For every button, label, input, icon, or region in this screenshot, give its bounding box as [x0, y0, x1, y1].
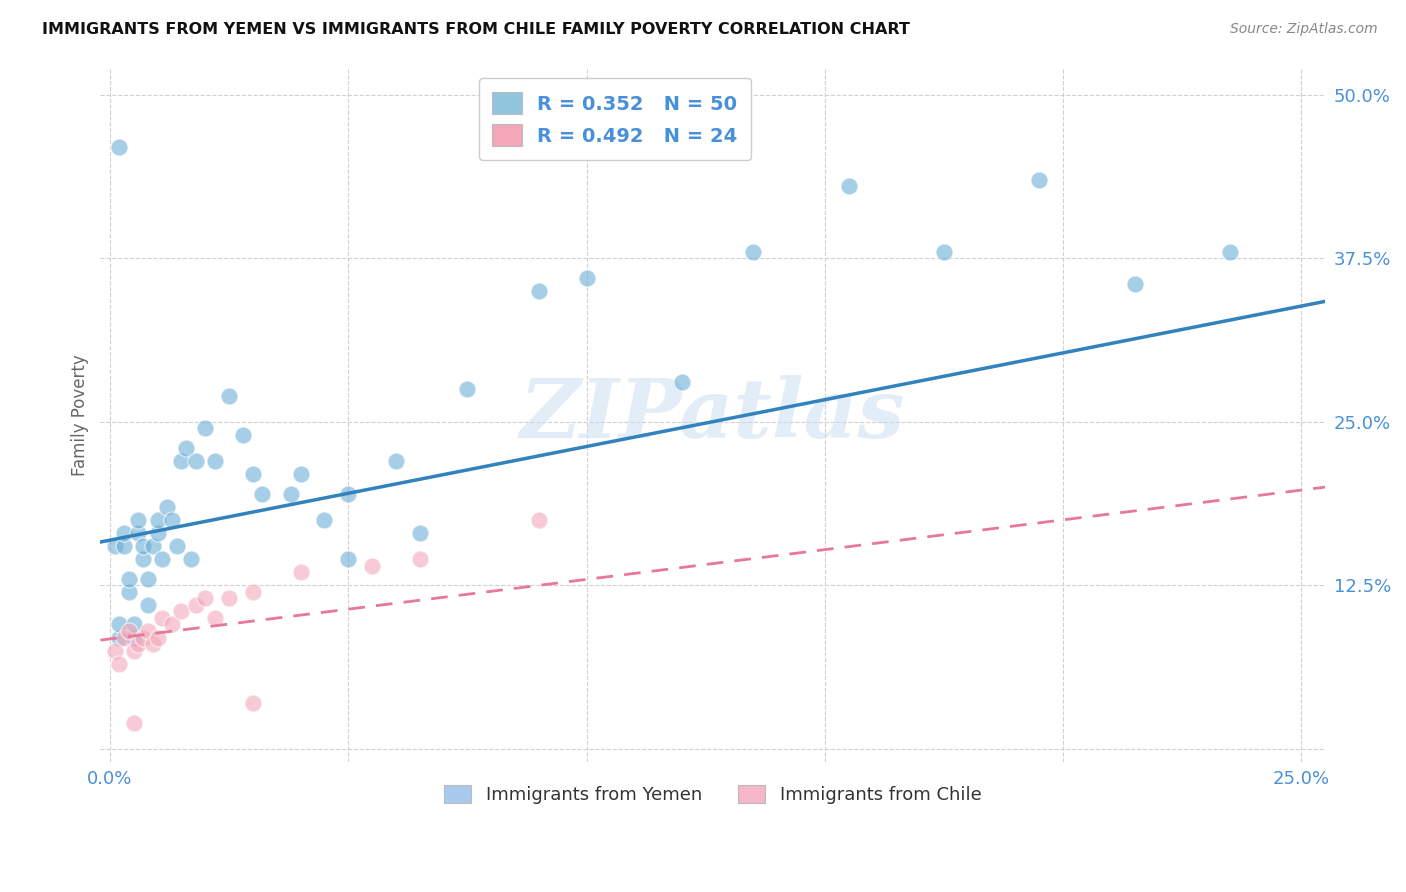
Point: [218, 591, 240, 606]
Point: [150, 611, 173, 625]
Point: [409, 525, 432, 540]
Point: [204, 611, 226, 625]
Point: [204, 454, 226, 468]
Point: [156, 500, 179, 514]
Point: [108, 617, 131, 632]
Point: [108, 140, 131, 154]
Point: [122, 643, 145, 657]
Point: [118, 572, 141, 586]
Point: [232, 427, 254, 442]
Point: [108, 657, 131, 671]
Point: [527, 513, 550, 527]
Point: [160, 513, 183, 527]
Point: [361, 558, 384, 573]
Point: [1219, 244, 1241, 259]
Point: [166, 539, 188, 553]
Point: [132, 552, 155, 566]
Point: [742, 244, 765, 259]
Point: [242, 584, 264, 599]
Legend: Immigrants from Yemen, Immigrants from Chile: Immigrants from Yemen, Immigrants from C…: [433, 774, 993, 815]
Point: [290, 565, 312, 579]
Point: [314, 513, 336, 527]
Point: [290, 467, 312, 481]
Point: [575, 270, 598, 285]
Point: [127, 513, 149, 527]
Point: [127, 637, 149, 651]
Point: [242, 467, 264, 481]
Point: [132, 631, 155, 645]
Point: [671, 376, 693, 390]
Point: [456, 382, 478, 396]
Point: [838, 179, 860, 194]
Point: [112, 525, 135, 540]
Point: [136, 572, 159, 586]
Point: [150, 552, 173, 566]
Point: [122, 715, 145, 730]
Point: [127, 525, 149, 540]
Point: [146, 631, 169, 645]
Y-axis label: Family Poverty: Family Poverty: [72, 354, 89, 476]
Point: [170, 454, 193, 468]
Point: [218, 388, 240, 402]
Point: [160, 617, 183, 632]
Point: [337, 552, 360, 566]
Point: [280, 486, 302, 500]
Point: [142, 539, 165, 553]
Point: [409, 552, 432, 566]
Point: [932, 244, 955, 259]
Point: [136, 624, 159, 638]
Point: [122, 617, 145, 632]
Point: [104, 539, 127, 553]
Point: [337, 486, 360, 500]
Point: [118, 624, 141, 638]
Point: [1123, 277, 1146, 292]
Point: [194, 421, 217, 435]
Point: [112, 539, 135, 553]
Point: [194, 591, 217, 606]
Point: [184, 598, 207, 612]
Point: [122, 631, 145, 645]
Point: [136, 598, 159, 612]
Point: [170, 604, 193, 618]
Point: [1028, 172, 1050, 186]
Point: [146, 513, 169, 527]
Point: [142, 637, 165, 651]
Point: [112, 631, 135, 645]
Point: [132, 539, 155, 553]
Text: ZIPatlas: ZIPatlas: [520, 376, 905, 455]
Point: [108, 631, 131, 645]
Point: [252, 486, 274, 500]
Text: Source: ZipAtlas.com: Source: ZipAtlas.com: [1230, 22, 1378, 37]
Point: [180, 552, 202, 566]
Point: [118, 584, 141, 599]
Point: [385, 454, 408, 468]
Point: [174, 441, 197, 455]
Point: [242, 696, 264, 710]
Point: [184, 454, 207, 468]
Point: [527, 284, 550, 298]
Point: [104, 643, 127, 657]
Text: IMMIGRANTS FROM YEMEN VS IMMIGRANTS FROM CHILE FAMILY POVERTY CORRELATION CHART: IMMIGRANTS FROM YEMEN VS IMMIGRANTS FROM…: [42, 22, 910, 37]
Point: [146, 525, 169, 540]
